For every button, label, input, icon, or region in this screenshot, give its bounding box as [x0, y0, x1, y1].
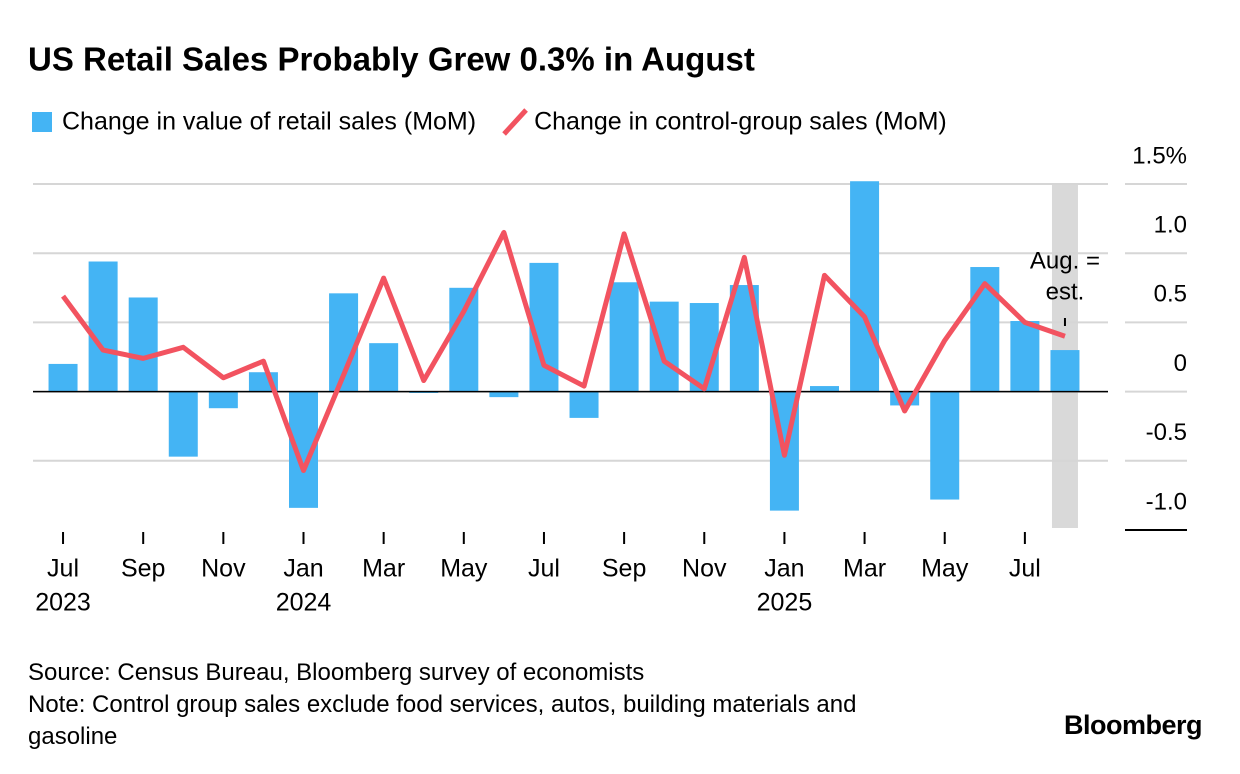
x-year-label: 2024 — [276, 589, 332, 617]
y-tick-label: 1.5% — [1132, 142, 1187, 169]
y-tick-label: -0.5 — [1146, 419, 1187, 446]
bar — [88, 261, 118, 392]
x-tick-label: Jul — [1009, 555, 1041, 583]
legend-label: Change in value of retail sales (MoM) — [62, 108, 476, 136]
bar — [689, 303, 719, 392]
legend-swatch — [32, 112, 52, 132]
bar — [850, 181, 880, 392]
bar — [128, 297, 158, 392]
x-tick-label: Jul — [47, 555, 79, 583]
bar — [449, 287, 479, 392]
y-tick-label: 0.5 — [1154, 281, 1187, 308]
y-tick-label: -1.0 — [1146, 488, 1187, 515]
x-year-label: 2025 — [757, 589, 813, 617]
chart-title: US Retail Sales Probably Grew 0.3% in Au… — [28, 41, 755, 78]
line — [61, 229, 1066, 473]
x-tick-label: Jan — [283, 555, 323, 583]
bar — [48, 363, 78, 392]
bar — [168, 391, 198, 457]
note: Note: Control group sales exclude food s… — [28, 691, 857, 750]
x-tick-label: Jul — [528, 555, 560, 583]
bar — [1010, 321, 1040, 392]
bar — [208, 391, 238, 409]
x-tick-label: May — [921, 555, 969, 583]
x-tick-label: Sep — [121, 555, 165, 583]
x-tick-label: Mar — [843, 555, 886, 583]
x-tick-label: Sep — [602, 555, 646, 583]
x-year-label: 2023 — [35, 589, 91, 617]
x-tick-label: Nov — [201, 555, 246, 583]
x-tick-label: Nov — [682, 555, 727, 583]
bar — [569, 391, 599, 418]
bar — [930, 391, 960, 500]
legend-swatch — [502, 108, 528, 136]
x-tick-label: Jan — [764, 555, 804, 583]
bar — [489, 391, 519, 398]
x-tick-label: Mar — [362, 555, 405, 583]
bar — [1050, 350, 1080, 392]
annotation: est. — [1046, 278, 1085, 305]
source: Source: Census Bureau, Bloomberg survey … — [28, 659, 645, 686]
bar — [609, 282, 639, 392]
y-tick-label: 0 — [1174, 350, 1187, 377]
bar — [810, 386, 839, 392]
y-tick-label: 1.0 — [1154, 212, 1187, 239]
brand: Bloomberg — [1063, 710, 1203, 740]
bar — [649, 301, 679, 392]
bar — [369, 343, 399, 392]
annotation: Aug. = — [1030, 247, 1100, 274]
legend-label: Change in control-group sales (MoM) — [534, 108, 947, 136]
x-tick-label: May — [440, 555, 488, 583]
footer: Source: Census Bureau, Bloomberg survey … — [28, 657, 928, 753]
